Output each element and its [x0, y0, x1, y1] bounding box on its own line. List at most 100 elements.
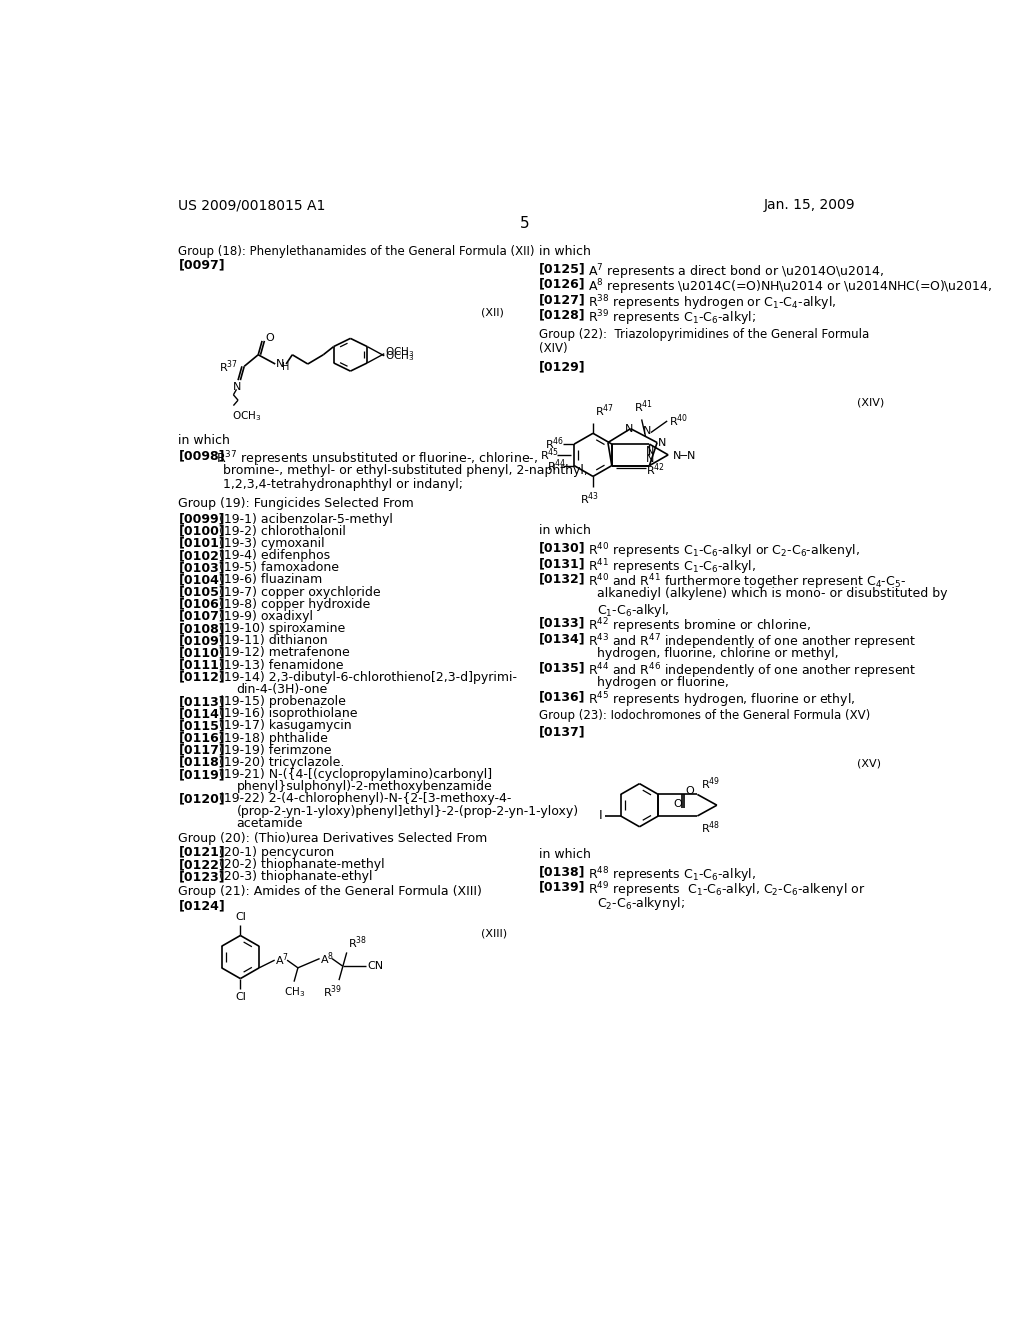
Text: R$^{38}$ represents hydrogen or C$_1$-C$_4$-alkyl,: R$^{38}$ represents hydrogen or C$_1$-C$… — [588, 293, 836, 313]
Text: Jan. 15, 2009: Jan. 15, 2009 — [764, 198, 855, 213]
Text: [0114]: [0114] — [178, 708, 225, 721]
Text: (19-15) probenazole: (19-15) probenazole — [219, 696, 346, 708]
Text: [0121]: [0121] — [178, 846, 225, 859]
Text: A$^7$: A$^7$ — [275, 952, 290, 969]
Text: N: N — [646, 454, 654, 465]
Text: US 2009/0018015 A1: US 2009/0018015 A1 — [178, 198, 326, 213]
Text: (19-18) phthalide: (19-18) phthalide — [219, 731, 329, 744]
Text: [0104]: [0104] — [178, 573, 225, 586]
Text: [0124]: [0124] — [178, 899, 225, 912]
Text: (XIII): (XIII) — [480, 928, 507, 939]
Text: [0126]: [0126] — [539, 277, 586, 290]
Text: din-4-(3H)-one: din-4-(3H)-one — [237, 682, 328, 696]
Text: I: I — [599, 809, 603, 822]
Text: R$^{40}$: R$^{40}$ — [669, 413, 688, 429]
Text: (19-21) N-({4-[(cyclopropylamino)carbonyl]: (19-21) N-({4-[(cyclopropylamino)carbony… — [219, 768, 493, 781]
Text: [0103]: [0103] — [178, 561, 225, 574]
Text: 5: 5 — [520, 216, 529, 231]
Text: R$^{42}$ represents bromine or chlorine,: R$^{42}$ represents bromine or chlorine, — [588, 616, 811, 636]
Text: R$^{39}$ represents C$_1$-C$_6$-alkyl;: R$^{39}$ represents C$_1$-C$_6$-alkyl; — [588, 309, 756, 329]
Text: (19-8) copper hydroxide: (19-8) copper hydroxide — [219, 598, 371, 611]
Text: (20-3) thiophanate-ethyl: (20-3) thiophanate-ethyl — [219, 870, 373, 883]
Text: (19-7) copper oxychloride: (19-7) copper oxychloride — [219, 586, 381, 598]
Text: (19-2) chlorothalonil: (19-2) chlorothalonil — [219, 525, 346, 537]
Text: C$_2$-C$_6$-alkynyl;: C$_2$-C$_6$-alkynyl; — [597, 895, 685, 912]
Text: Cl: Cl — [234, 912, 246, 921]
Text: R$^{43}$: R$^{43}$ — [580, 490, 599, 507]
Text: [0130]: [0130] — [539, 543, 586, 554]
Text: [0102]: [0102] — [178, 549, 225, 562]
Text: OCH$_3$: OCH$_3$ — [231, 409, 261, 424]
Text: O: O — [265, 333, 274, 343]
Text: A$^7$ represents a direct bond or \u2014O\u2014,: A$^7$ represents a direct bond or \u2014… — [588, 263, 884, 282]
Text: R$^{49}$: R$^{49}$ — [701, 776, 721, 792]
Text: [0106]: [0106] — [178, 598, 225, 611]
Text: Group (21): Amides of the General Formula (XIII): Group (21): Amides of the General Formul… — [178, 886, 482, 899]
Text: (XII): (XII) — [480, 308, 504, 317]
Text: (19-4) edifenphos: (19-4) edifenphos — [219, 549, 331, 562]
Text: [0132]: [0132] — [539, 573, 586, 586]
Text: [0105]: [0105] — [178, 586, 225, 598]
Text: Group (18): Phenylethanamides of the General Formula (XII): Group (18): Phenylethanamides of the Gen… — [178, 244, 535, 257]
Text: [0109]: [0109] — [178, 635, 225, 647]
Text: [0133]: [0133] — [539, 616, 586, 630]
Text: [0098]: [0098] — [178, 449, 225, 462]
Text: R$^{49}$ represents  C$_1$-C$_6$-alkyl, C$_2$-C$_6$-alkenyl or: R$^{49}$ represents C$_1$-C$_6$-alkyl, C… — [588, 880, 865, 900]
Text: (19-1) acibenzolar-5-methyl: (19-1) acibenzolar-5-methyl — [219, 512, 393, 525]
Text: [0139]: [0139] — [539, 880, 586, 894]
Text: R$^{43}$ and R$^{47}$ independently of one another represent: R$^{43}$ and R$^{47}$ independently of o… — [588, 632, 915, 652]
Text: (XIV): (XIV) — [856, 397, 884, 407]
Text: H: H — [283, 362, 290, 372]
Text: (prop-2-yn-1-yloxy)phenyl]ethyl}-2-(prop-2-yn-1-yloxy): (prop-2-yn-1-yloxy)phenyl]ethyl}-2-(prop… — [237, 805, 579, 817]
Text: (19-11) dithianon: (19-11) dithianon — [219, 635, 328, 647]
Text: alkanediyl (alkylene) which is mono- or disubstituted by: alkanediyl (alkylene) which is mono- or … — [597, 587, 947, 601]
Text: (19-14) 2,3-dibutyl-6-chlorothieno[2,3-d]pyrimi-: (19-14) 2,3-dibutyl-6-chlorothieno[2,3-d… — [219, 671, 517, 684]
Text: in which: in which — [539, 847, 591, 861]
Text: (20-1) pencycuron: (20-1) pencycuron — [219, 846, 335, 859]
Text: O: O — [686, 787, 694, 796]
Text: [0122]: [0122] — [178, 858, 225, 871]
Text: R$^{40}$ and R$^{41}$ furthermore together represent C$_4$-C$_5$-: R$^{40}$ and R$^{41}$ furthermore togeth… — [588, 573, 905, 593]
Text: [0129]: [0129] — [539, 360, 586, 374]
Text: OCH$_3$: OCH$_3$ — [385, 348, 415, 363]
Text: R$^{40}$ represents C$_1$-C$_6$-alkyl or C$_2$-C$_6$-alkenyl,: R$^{40}$ represents C$_1$-C$_6$-alkyl or… — [588, 543, 859, 561]
Text: (XV): (XV) — [856, 759, 881, 770]
Text: R$^{39}$: R$^{39}$ — [324, 983, 343, 999]
Text: R$^{41}$ represents C$_1$-C$_6$-alkyl,: R$^{41}$ represents C$_1$-C$_6$-alkyl, — [588, 557, 756, 577]
Text: (19-16) isoprothiolane: (19-16) isoprothiolane — [219, 708, 358, 721]
Text: [0127]: [0127] — [539, 293, 586, 306]
Text: Group (23): Iodochromones of the General Formula (XV): Group (23): Iodochromones of the General… — [539, 709, 870, 722]
Text: A$^8$: A$^8$ — [321, 950, 335, 966]
Text: [0120]: [0120] — [178, 792, 225, 805]
Text: (19-22) 2-(4-chlorophenyl)-N-{2-[3-methoxy-4-: (19-22) 2-(4-chlorophenyl)-N-{2-[3-metho… — [219, 792, 512, 805]
Text: [0113]: [0113] — [178, 696, 225, 708]
Text: N: N — [276, 359, 285, 370]
Text: R$^{46}$: R$^{46}$ — [545, 436, 564, 453]
Text: R$^{45}$: R$^{45}$ — [541, 446, 559, 463]
Text: 1,2,3,4-tetrahydronaphthyl or indanyl;: 1,2,3,4-tetrahydronaphthyl or indanyl; — [223, 478, 463, 491]
Text: N: N — [643, 426, 651, 437]
Text: [0100]: [0100] — [178, 525, 225, 537]
Text: [0097]: [0097] — [178, 259, 225, 272]
Text: [0128]: [0128] — [539, 309, 586, 322]
Text: [0110]: [0110] — [178, 647, 225, 660]
Text: A$^8$ represents \u2014C(=O)NH\u2014 or \u2014NHC(=O)\u2014,: A$^8$ represents \u2014C(=O)NH\u2014 or … — [588, 277, 991, 297]
Text: (19-13) fenamidone: (19-13) fenamidone — [219, 659, 344, 672]
Text: OCH$_3$: OCH$_3$ — [385, 346, 415, 359]
Text: [0108]: [0108] — [178, 622, 225, 635]
Text: [0137]: [0137] — [539, 726, 586, 739]
Text: Group (22):  Triazolopyrimidines of the General Formula: Group (22): Triazolopyrimidines of the G… — [539, 327, 869, 341]
Text: hydrogen, fluorine, chlorine or methyl,: hydrogen, fluorine, chlorine or methyl, — [597, 647, 839, 660]
Text: (XIV): (XIV) — [539, 342, 567, 355]
Text: R$^{48}$: R$^{48}$ — [701, 820, 720, 837]
Text: [0115]: [0115] — [178, 719, 225, 733]
Text: [0125]: [0125] — [539, 263, 586, 276]
Text: [0136]: [0136] — [539, 690, 586, 704]
Text: [0107]: [0107] — [178, 610, 225, 623]
Text: N: N — [625, 424, 633, 434]
Text: [0117]: [0117] — [178, 743, 225, 756]
Text: (19-20) tricyclazole.: (19-20) tricyclazole. — [219, 756, 345, 770]
Text: (19-5) famoxadone: (19-5) famoxadone — [219, 561, 339, 574]
Text: CN: CN — [368, 961, 384, 972]
Text: bromine-, methyl- or ethyl-substituted phenyl, 2-naphthyl,: bromine-, methyl- or ethyl-substituted p… — [223, 465, 588, 477]
